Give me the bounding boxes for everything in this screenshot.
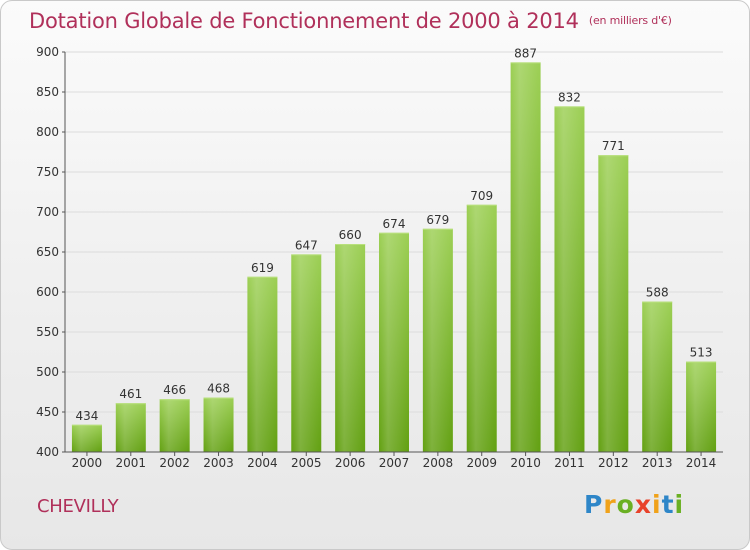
x-tick-label: 2004 bbox=[247, 456, 278, 470]
bar-gloss bbox=[71, 424, 102, 452]
x-tick-label: 2005 bbox=[291, 456, 322, 470]
bar-value-label: 434 bbox=[75, 409, 98, 423]
bar-value-label: 468 bbox=[207, 382, 230, 396]
logo-letter: x bbox=[634, 490, 652, 519]
bar-gloss bbox=[115, 403, 146, 452]
bar-value-label: 887 bbox=[514, 46, 537, 60]
bar-value-label: 588 bbox=[646, 286, 669, 300]
logo-letter: o bbox=[616, 490, 635, 519]
bar-gloss bbox=[291, 254, 322, 452]
chart-subtitle: (en milliers d'€) bbox=[588, 14, 672, 27]
x-tick-label: 2001 bbox=[116, 456, 147, 470]
y-tick-label: 550 bbox=[36, 325, 59, 339]
x-tick-label: 2013 bbox=[642, 456, 673, 470]
logo-letter: i bbox=[652, 490, 662, 519]
bar-gloss bbox=[335, 244, 366, 452]
bars: 434 461 466 468 619 647 660 674 679 709 887 832 771 5… bbox=[71, 46, 717, 453]
bar-gloss bbox=[159, 399, 190, 452]
axes: 400 450 500 550 600 650 700 750 800 850 900 2000 200… bbox=[36, 45, 723, 470]
x-tick-label: 2008 bbox=[423, 456, 454, 470]
logo-letter: r bbox=[603, 490, 617, 519]
x-tick-label: 2012 bbox=[598, 456, 629, 470]
x-tick-label: 2007 bbox=[379, 456, 410, 470]
bar-value-label: 660 bbox=[339, 228, 362, 242]
bar-value-label: 466 bbox=[163, 383, 186, 397]
x-tick-label: 2000 bbox=[72, 456, 103, 470]
x-tick-label: 2014 bbox=[686, 456, 717, 470]
y-tick-label: 700 bbox=[36, 205, 59, 219]
city-name: CHEVILLY bbox=[37, 496, 119, 517]
y-tick-label: 650 bbox=[36, 245, 59, 259]
bar-gloss bbox=[203, 397, 234, 452]
y-tick-label: 450 bbox=[36, 405, 59, 419]
x-tick-label: 2009 bbox=[466, 456, 497, 470]
bar-value-label: 647 bbox=[295, 238, 318, 252]
y-tick-label: 400 bbox=[36, 445, 59, 459]
bar-value-label: 619 bbox=[251, 261, 274, 275]
bar-value-label: 513 bbox=[690, 346, 713, 360]
bar-value-label: 771 bbox=[602, 139, 625, 153]
y-tick-label: 600 bbox=[36, 285, 59, 299]
bar-gloss bbox=[379, 232, 409, 452]
y-tick-label: 800 bbox=[36, 125, 59, 139]
y-tick-label: 850 bbox=[36, 85, 59, 99]
logo-letter: P bbox=[584, 490, 604, 519]
bar-gloss bbox=[598, 155, 629, 452]
x-tick-label: 2003 bbox=[203, 456, 234, 470]
proxiti-logo[interactable]: Proxiti bbox=[584, 490, 684, 519]
bar-value-label: 674 bbox=[383, 217, 406, 231]
bar-value-label: 461 bbox=[119, 387, 142, 401]
bar-gloss bbox=[686, 361, 717, 452]
bar-gloss bbox=[510, 62, 541, 453]
x-tick-label: 2010 bbox=[510, 456, 541, 470]
bar-gloss bbox=[642, 301, 673, 452]
x-tick-label: 2011 bbox=[554, 456, 585, 470]
bar-gloss bbox=[554, 106, 585, 453]
bar-gloss bbox=[247, 276, 278, 452]
bar-gloss bbox=[466, 204, 497, 452]
x-tick-label: 2006 bbox=[335, 456, 366, 470]
logo-letter: i bbox=[674, 490, 685, 519]
y-tick-label: 750 bbox=[36, 165, 59, 179]
y-tick-label: 900 bbox=[36, 45, 59, 59]
chart-title: Dotation Globale de Fonctionnement de 20… bbox=[29, 9, 672, 33]
logo-letter: t bbox=[661, 490, 675, 519]
bar-gloss bbox=[422, 228, 453, 452]
bar-value-label: 832 bbox=[558, 90, 581, 104]
bar-value-label: 679 bbox=[426, 213, 449, 227]
bar-value-label: 709 bbox=[470, 189, 493, 203]
y-tick-label: 500 bbox=[36, 365, 59, 379]
x-tick-label: 2002 bbox=[159, 456, 190, 470]
